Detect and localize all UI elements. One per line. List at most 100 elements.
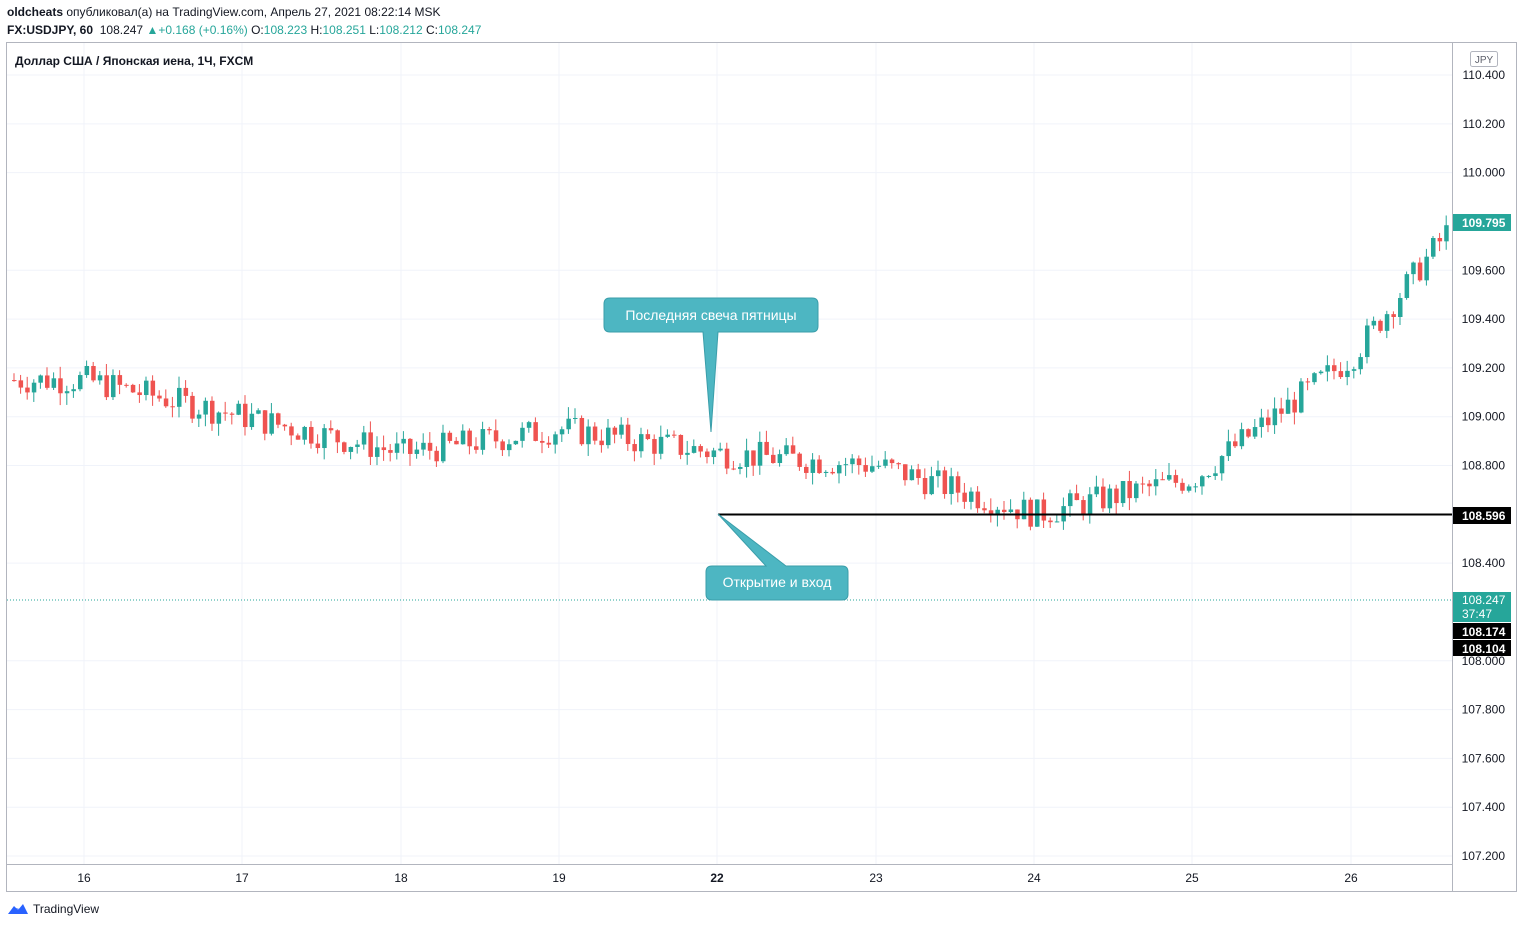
candle bbox=[619, 417, 624, 439]
candle bbox=[480, 421, 486, 455]
candle bbox=[1299, 378, 1304, 414]
candle bbox=[1279, 397, 1284, 423]
candle bbox=[124, 383, 129, 388]
candle bbox=[566, 407, 571, 434]
candle bbox=[467, 428, 472, 455]
candle bbox=[328, 420, 334, 434]
candle bbox=[315, 434, 321, 454]
candle bbox=[1074, 484, 1080, 501]
candle bbox=[658, 425, 664, 460]
candle bbox=[111, 369, 116, 400]
candle bbox=[1332, 358, 1337, 380]
candle bbox=[949, 467, 954, 505]
candle bbox=[137, 384, 142, 403]
candle bbox=[579, 415, 585, 446]
candle bbox=[540, 432, 545, 454]
candle bbox=[553, 431, 558, 454]
y-tick-label: 110.400 bbox=[1463, 68, 1506, 82]
candle bbox=[1424, 248, 1429, 286]
candle bbox=[1015, 509, 1020, 529]
candle bbox=[606, 419, 611, 449]
y-tick-label: 107.600 bbox=[1462, 751, 1506, 765]
candle bbox=[408, 437, 413, 466]
candle bbox=[421, 433, 426, 456]
candle bbox=[1437, 232, 1443, 252]
candle bbox=[302, 425, 307, 445]
candle bbox=[843, 457, 849, 476]
x-tick-label: 25 bbox=[1185, 871, 1199, 885]
candle bbox=[1384, 310, 1390, 339]
candle bbox=[526, 420, 532, 433]
candle bbox=[1219, 455, 1225, 481]
x-tick-label: 18 bbox=[394, 871, 408, 885]
level-label: 108.596 bbox=[1462, 509, 1506, 523]
last-price: 108.247 bbox=[99, 23, 144, 37]
close-label: C: bbox=[425, 23, 438, 37]
candle bbox=[322, 424, 327, 460]
candle bbox=[1120, 480, 1126, 507]
candle bbox=[698, 444, 703, 458]
candle bbox=[1160, 471, 1165, 481]
candle bbox=[810, 453, 816, 485]
candle bbox=[546, 436, 552, 449]
y-tick-label: 109.600 bbox=[1462, 263, 1506, 277]
time-axis: 16 17 18 19 22 23 24 25 26 bbox=[77, 871, 1358, 885]
candle bbox=[1252, 419, 1258, 439]
candle bbox=[1180, 478, 1185, 494]
candle bbox=[348, 446, 354, 460]
candle bbox=[1417, 257, 1423, 282]
candle bbox=[64, 385, 70, 405]
callout-bottom-text: Открытие и вход bbox=[723, 574, 832, 590]
candle bbox=[916, 463, 921, 485]
candle bbox=[639, 427, 644, 458]
candle bbox=[738, 463, 743, 475]
candle bbox=[718, 442, 723, 452]
high-label: H: bbox=[310, 23, 323, 37]
footer-brand[interactable]: TradingView bbox=[7, 902, 99, 916]
candle bbox=[381, 435, 387, 461]
candle bbox=[78, 371, 83, 392]
candle bbox=[170, 396, 175, 418]
y-tick-label: 109.200 bbox=[1462, 361, 1506, 375]
candle bbox=[500, 439, 505, 457]
up-arrow-icon: ▲ bbox=[146, 23, 159, 37]
last-price-label: 109.795 bbox=[1462, 216, 1506, 230]
candle bbox=[823, 470, 829, 478]
candle bbox=[883, 451, 888, 469]
candle bbox=[1140, 476, 1146, 494]
price-axis: 110.400 110.200 110.000 109.600 109.400 109.2… bbox=[1462, 68, 1506, 863]
candle bbox=[454, 437, 459, 445]
x-tick-label: 22 bbox=[710, 871, 724, 885]
candle bbox=[97, 370, 103, 385]
x-tick-label: 17 bbox=[235, 871, 249, 885]
publish-info: oldcheats опубликовал(а) на TradingView.… bbox=[7, 5, 441, 19]
author-name[interactable]: oldcheats bbox=[7, 5, 64, 19]
callout-open-entry[interactable]: Открытие и вход bbox=[705, 513, 849, 601]
candle bbox=[513, 440, 519, 445]
candle bbox=[355, 439, 360, 454]
callout-last-friday-candle[interactable]: Последняя свеча пятницы bbox=[603, 297, 819, 433]
candle bbox=[335, 429, 340, 454]
y-tick-label: 109.400 bbox=[1462, 312, 1506, 326]
chart-border bbox=[6, 42, 1517, 892]
candle bbox=[896, 462, 901, 470]
candle bbox=[394, 432, 400, 460]
candle bbox=[1246, 428, 1251, 439]
candle bbox=[1226, 429, 1231, 461]
currency-badge-box[interactable] bbox=[1470, 51, 1498, 67]
candle bbox=[982, 501, 987, 514]
candle bbox=[1404, 271, 1410, 300]
candle bbox=[269, 403, 274, 436]
candle bbox=[876, 460, 882, 469]
last-price-tag bbox=[1453, 214, 1511, 231]
candle bbox=[797, 452, 802, 471]
candle bbox=[533, 417, 538, 442]
candle bbox=[1008, 499, 1014, 514]
candle bbox=[863, 457, 868, 477]
candle bbox=[210, 396, 215, 431]
candle bbox=[1233, 433, 1238, 448]
x-tick-label: 26 bbox=[1344, 871, 1358, 885]
candle bbox=[45, 367, 50, 390]
candle bbox=[942, 466, 948, 499]
